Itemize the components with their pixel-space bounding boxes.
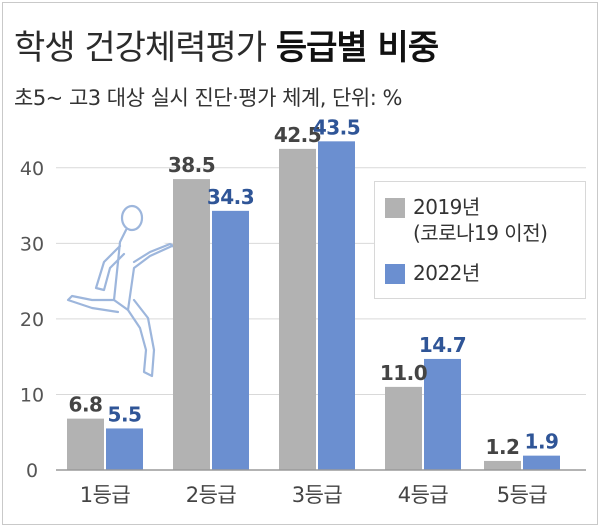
axis-layer: 0 10 20 30 40 1등급 2등급 3등급 4등급 5등급: [20, 158, 586, 507]
legend-item-2019: 2019년 (코로나19 이전): [385, 194, 548, 246]
bar-2019-4: [385, 386, 422, 470]
x-category-label-3: 3등급: [292, 483, 343, 507]
bar-2022-3: [318, 141, 355, 471]
y-tick-label-0: 0: [26, 460, 38, 482]
bar-2019-5: [484, 460, 521, 470]
x-category-label-5: 5등급: [497, 483, 548, 507]
bar-2019-1: [67, 418, 104, 470]
value-label-2022-2: 34.3: [207, 185, 254, 209]
x-category-label-1: 1등급: [80, 483, 131, 507]
x-category-label-4: 4등급: [398, 483, 449, 507]
value-label-2019-1: 6.8: [69, 393, 103, 417]
runner-illustration: [66, 204, 186, 378]
legend-label-2022: 2022년: [413, 261, 480, 285]
bar-2022-4: [424, 358, 461, 470]
value-label-2022-4: 14.7: [419, 333, 466, 357]
chart-title-bold: 등급별 비중: [275, 28, 439, 68]
legend: 2019년 (코로나19 이전) 2022년: [374, 181, 586, 299]
y-tick-label-40: 40: [20, 158, 44, 180]
chart-subtitle: 초5~ 고3 대상 실시 진단·평가 체계, 단위: %: [14, 86, 402, 110]
bar-2019-3: [279, 148, 316, 470]
chart-title-light: 학생 건강체력평가: [14, 28, 267, 68]
bar-2022-2: [212, 210, 249, 470]
y-tick-label-20: 20: [20, 309, 44, 331]
value-label-2022-3: 43.5: [313, 115, 360, 139]
bar-2022-5: [523, 455, 560, 470]
y-tick-label-10: 10: [20, 384, 44, 406]
bars-layer: [67, 141, 560, 471]
legend-swatch-2019: [385, 198, 405, 218]
legend-label-2019: 2019년 (코로나19 이전): [413, 194, 548, 246]
value-label-2022-1: 5.5: [108, 402, 142, 426]
value-label-2019-4: 11.0: [380, 361, 427, 385]
legend-label-2019-line1: 2019년: [413, 195, 480, 219]
legend-item-2022: 2022년: [385, 260, 480, 286]
legend-label-2019-line2: (코로나19 이전): [413, 221, 548, 245]
value-label-2019-5: 1.2: [486, 435, 520, 459]
legend-swatch-2022: [385, 264, 405, 284]
value-label-2019-3: 42.5: [274, 123, 321, 147]
bar-2022-1: [106, 428, 143, 470]
value-label-2019-2: 38.5: [168, 153, 215, 177]
value-labels-layer: 6.8 5.5 38.5 34.3 42.543.5 11.0 14.7 1.2 1.9: [69, 115, 559, 459]
x-category-label-2: 2등급: [186, 483, 237, 507]
chart-title: 학생 건강체력평가 등급별 비중: [14, 20, 439, 69]
bar-2019-2: [173, 179, 210, 470]
value-label-2022-5: 1.9: [525, 430, 559, 454]
y-tick-label-30: 30: [20, 233, 44, 255]
